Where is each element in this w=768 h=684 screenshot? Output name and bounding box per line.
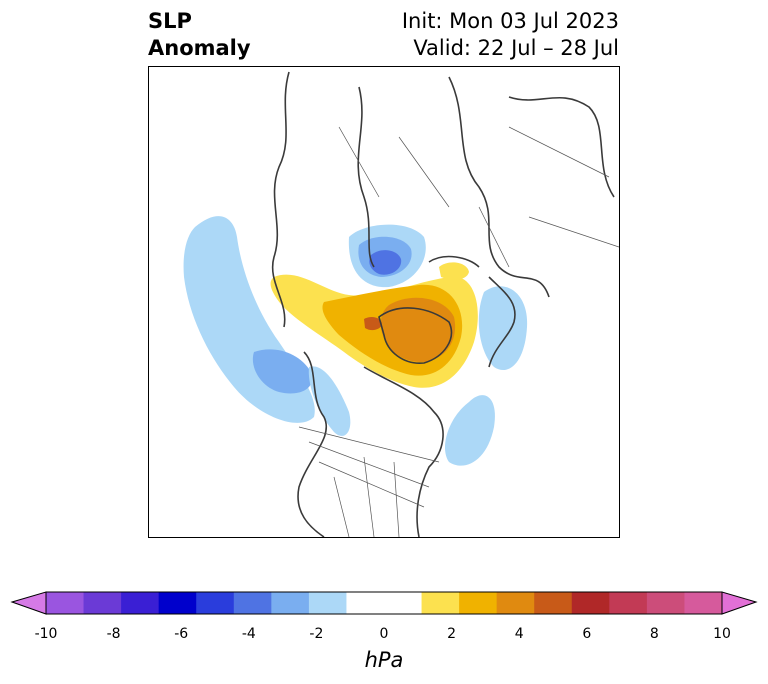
colorbar-cell — [83, 592, 122, 614]
colorbar-tick-label: 2 — [447, 626, 457, 642]
title-line-2: Anomaly — [148, 36, 251, 60]
colorbar-cell — [646, 592, 685, 614]
map-title: SLP Anomaly — [148, 8, 251, 62]
colorbar-cell — [308, 592, 347, 614]
colorbar-cell — [609, 592, 648, 614]
colorbar-tick-label: 8 — [649, 626, 659, 642]
colorbar-cell — [158, 592, 197, 614]
init-date: Init: Mon 03 Jul 2023 — [401, 9, 619, 33]
colorbar-extend-right — [721, 591, 758, 615]
colorbar-cell — [421, 592, 460, 614]
colorbar-cell — [384, 592, 423, 614]
anomaly-shading — [183, 216, 528, 466]
colorbar-cell — [121, 592, 160, 614]
colorbar-extend-left — [10, 591, 47, 615]
slp-anomaly-map — [148, 66, 620, 538]
negative-anomaly-europe — [478, 286, 528, 371]
colorbar-cell — [46, 592, 85, 614]
colorbar-tick-label: -6 — [174, 626, 189, 642]
colorbar-tick-label: -4 — [241, 626, 256, 642]
colorbar-tick-label: 4 — [514, 626, 524, 642]
colorbar-unit: hPa — [364, 648, 404, 672]
positive-anomaly-scandinavia — [439, 262, 469, 280]
colorbar-cell — [346, 592, 385, 614]
colorbar-tick-label: 6 — [582, 626, 592, 642]
title-line-1: SLP — [148, 9, 192, 33]
colorbar-frame — [45, 591, 723, 615]
colorbar-tick-label: -8 — [106, 626, 121, 642]
colorbar-cell — [571, 592, 610, 614]
forecast-dates: Init: Mon 03 Jul 2023 Valid: 22 Jul – 28… — [402, 8, 619, 62]
colorbar-cell — [271, 592, 310, 614]
coastlines — [271, 71, 615, 537]
negative-anomaly-atlantic — [445, 395, 495, 466]
colorbar-cell — [684, 592, 723, 614]
colorbar-cell — [496, 592, 535, 614]
colorbar-cell — [196, 592, 235, 614]
borders — [298, 126, 619, 537]
colorbar-tick-label: -10 — [34, 626, 58, 642]
colorbar-cell — [459, 592, 498, 614]
negative-anomaly-canada — [308, 366, 351, 436]
positive-anomaly-core — [364, 316, 382, 331]
colorbar-tick-label: 0 — [379, 626, 389, 642]
colorbar-cell — [233, 592, 272, 614]
valid-range: Valid: 22 Jul – 28 Jul — [413, 36, 619, 60]
negative-anomaly-pacific-core — [252, 349, 313, 394]
colorbar-tick-label: -2 — [309, 626, 324, 642]
colorbar-cell — [534, 592, 573, 614]
colorbar — [10, 591, 758, 615]
colorbar-tick-label: 10 — [713, 626, 731, 642]
negative-anomaly-siberia-core — [369, 250, 402, 275]
